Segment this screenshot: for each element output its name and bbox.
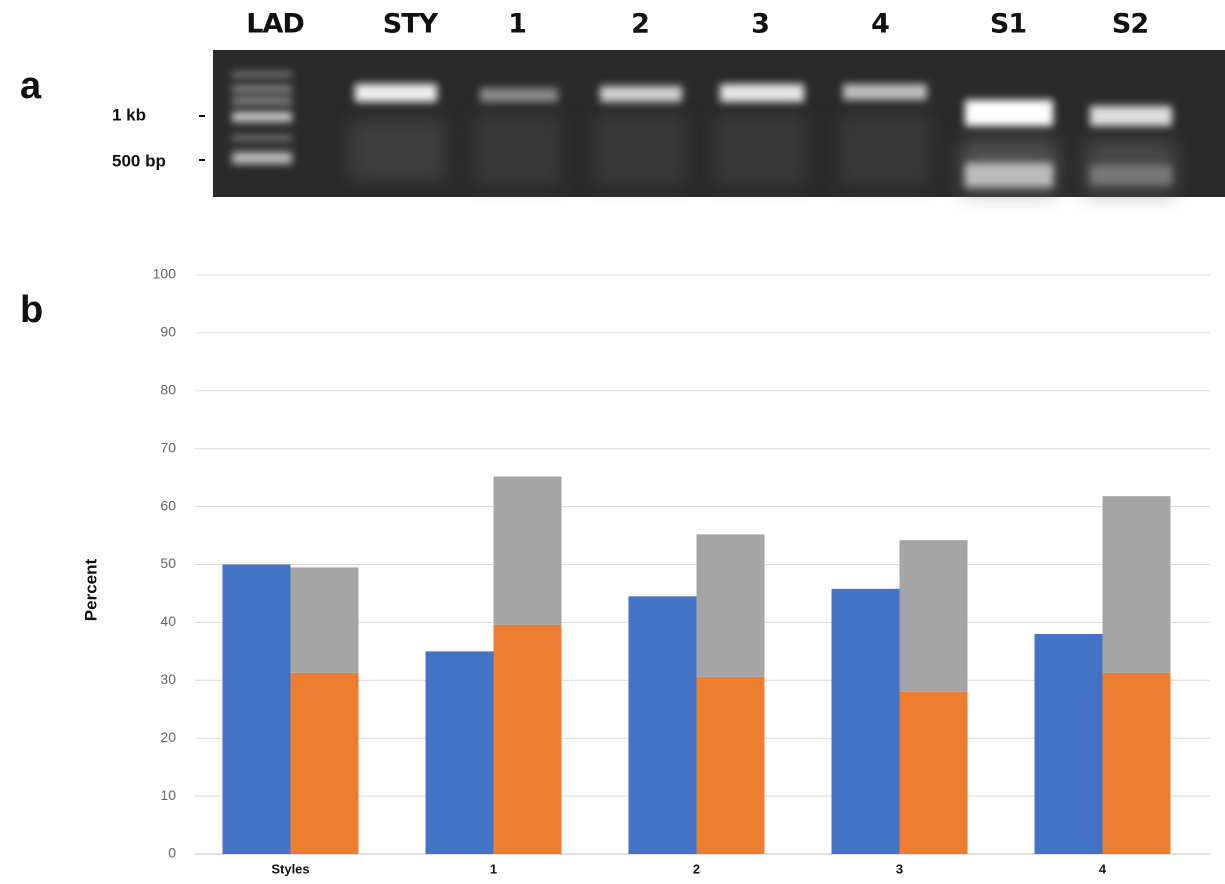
bar (291, 567, 359, 672)
lane-label: STY (383, 9, 439, 40)
x-tick-label: 3 (896, 861, 903, 876)
y-tick-label: 0 (168, 845, 176, 861)
x-tick-label: 4 (1099, 861, 1107, 876)
bar (223, 565, 291, 855)
bar (832, 589, 900, 854)
figure: a b LAD STY 1 (0, 0, 1225, 884)
x-tick-label: 2 (693, 861, 700, 876)
bar (1103, 496, 1171, 673)
y-tick-label: 50 (160, 555, 176, 571)
lane-label: 1 (508, 9, 526, 40)
lane-label: 2 (631, 9, 649, 40)
lane-label: 4 (871, 9, 889, 40)
panel-label: a (20, 65, 42, 107)
y-tick-label: 80 (160, 382, 176, 398)
lane-label: LAD (246, 9, 304, 40)
y-tick-label: 40 (160, 613, 176, 629)
y-tick-label: 20 (160, 729, 176, 745)
y-tick-label: 70 (160, 439, 176, 455)
y-tick-label: 30 (160, 671, 176, 687)
size-marker: 500 bp (112, 151, 166, 170)
bar (629, 596, 697, 854)
y-tick-label: 60 (160, 497, 176, 513)
lane-label: S2 (1112, 9, 1148, 40)
y-tick-label: 100 (153, 266, 177, 282)
size-marker: 1 kb (112, 105, 146, 124)
y-tick-label: 90 (160, 324, 176, 340)
bar (900, 540, 968, 692)
bar (426, 651, 494, 854)
panel-label: b (20, 289, 43, 331)
x-tick-label: Styles (271, 861, 309, 876)
lane-label: 3 (751, 9, 769, 40)
bar (1103, 673, 1171, 854)
gel-image (213, 50, 1225, 197)
x-tick-label: 1 (490, 861, 497, 876)
bar (697, 534, 765, 676)
bar (494, 476, 562, 624)
bar (697, 677, 765, 854)
y-axis-title: Percent (81, 558, 100, 621)
lane-labels: LAD STY 1 2 3 4 S1 S2 (246, 9, 1148, 40)
bar (291, 673, 359, 854)
bar (900, 692, 968, 854)
bar (494, 625, 562, 854)
bar (1035, 634, 1103, 854)
y-tick-label: 10 (160, 787, 176, 803)
lane-label: S1 (990, 9, 1026, 40)
